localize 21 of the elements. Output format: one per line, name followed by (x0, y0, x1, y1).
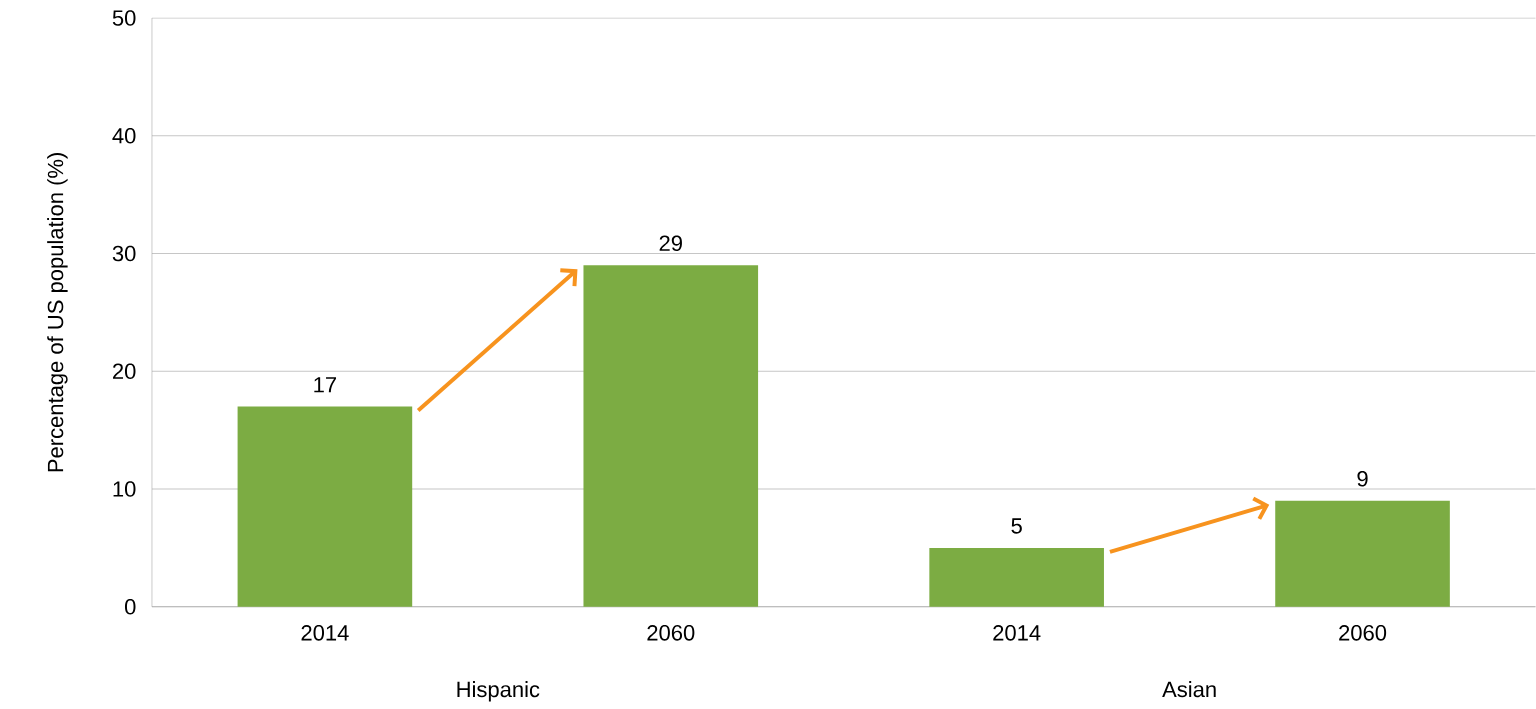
x-tick-label: 2060 (1339, 625, 1387, 641)
bar (1275, 500, 1450, 607)
bar (237, 406, 413, 607)
y-tick-label: 20 (113, 363, 136, 380)
bar (583, 265, 759, 607)
data-label: 5 (1011, 518, 1022, 534)
data-label: 9 (1357, 471, 1368, 487)
x-tick-label: 2014 (301, 625, 349, 641)
text: Hispanic (457, 681, 540, 702)
data-label: 29 (659, 235, 682, 252)
y-tick-label: 30 (112, 245, 136, 262)
x-tick-label: 2060 (647, 625, 695, 641)
y-tick-label: 50 (112, 10, 136, 26)
y-tick-label: 10 (113, 481, 136, 497)
x-tick-label: 2014 (993, 625, 1041, 641)
bar (929, 547, 1104, 607)
data-label: 17 (314, 377, 337, 393)
y-tick-label: 40 (112, 128, 136, 144)
text: Asian (1162, 681, 1216, 698)
y-axis-title: Percentage of US population (%) (47, 153, 68, 472)
y-tick-label: 0 (124, 599, 136, 615)
